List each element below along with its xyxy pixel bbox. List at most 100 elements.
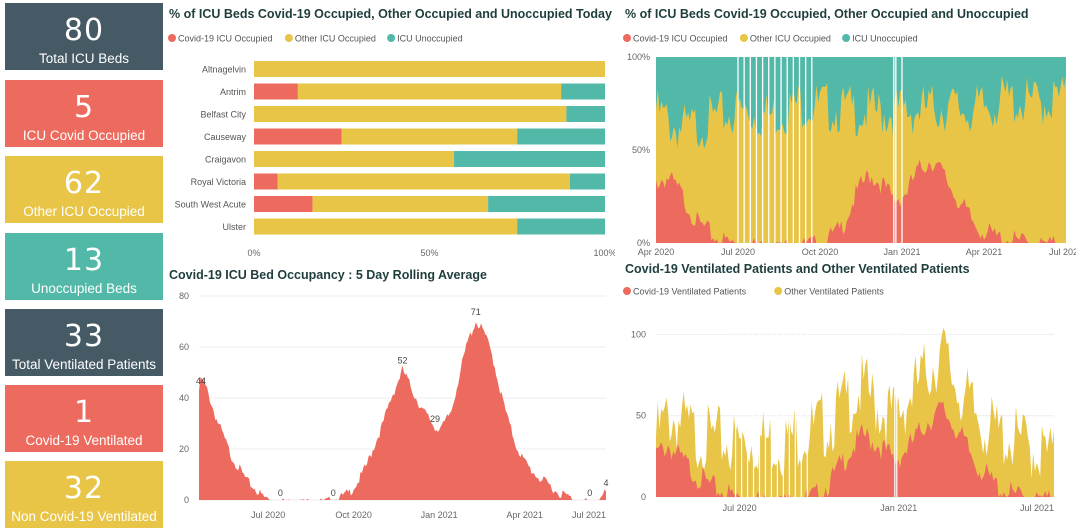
kpi-label: ICU Covid Occupied bbox=[22, 128, 146, 143]
legend-label-0: Covid-19 ICU Occupied bbox=[633, 34, 728, 44]
data-label: 44 bbox=[196, 376, 206, 386]
chart-title-history: % of ICU Beds Covid-19 Occupied, Other O… bbox=[625, 7, 1029, 21]
data-label: 0 bbox=[587, 488, 592, 498]
kpi-card: 32 Non Covid-19 Ventilated bbox=[5, 461, 163, 528]
bar-segment bbox=[488, 196, 605, 212]
occupancy-percent-area-chart: Covid-19 ICU Occupied Other ICU Occupied I… bbox=[623, 34, 1076, 257]
x-tick-label: Oct 2020 bbox=[802, 247, 839, 257]
x-tick-label: Jul 2020 bbox=[723, 503, 757, 513]
legend-label-0: Covid-19 Ventilated Patients bbox=[633, 287, 747, 297]
x-tick-label: Jan 2021 bbox=[880, 503, 917, 513]
category-label: Causeway bbox=[204, 132, 247, 142]
x-tick-label: Jul 2021 bbox=[1020, 503, 1054, 513]
data-label: 0 bbox=[331, 488, 336, 498]
y-tick-label: 0% bbox=[637, 238, 650, 248]
kpi-value: 13 bbox=[63, 243, 105, 278]
data-label: 0 bbox=[278, 488, 283, 498]
data-label: 71 bbox=[471, 307, 481, 317]
kpi-label: Total ICU Beds bbox=[38, 51, 130, 66]
category-label: Ulster bbox=[222, 222, 246, 232]
x-tick-label: Apr 2021 bbox=[966, 247, 1003, 257]
kpi-label: Non Covid-19 Ventilated bbox=[11, 509, 157, 524]
chart-title-rolling: Covid-19 ICU Bed Occupancy : 5 Day Rolli… bbox=[169, 268, 487, 282]
chart-title-today: % of ICU Beds Covid-19 Occupied, Other O… bbox=[169, 7, 612, 21]
category-label: South West Acute bbox=[175, 200, 246, 210]
kpi-card: 80 Total ICU Beds bbox=[5, 3, 163, 70]
x-tick-label: Jul 2020 bbox=[251, 510, 285, 520]
kpi-value: 80 bbox=[63, 13, 105, 48]
category-label: Craigavon bbox=[205, 155, 246, 165]
legend-label-1: Other Ventilated Patients bbox=[784, 287, 884, 297]
kpi-label: Other ICU Occupied bbox=[23, 204, 145, 219]
bar-segment bbox=[517, 128, 605, 145]
y-tick-label: 0 bbox=[641, 492, 646, 502]
bar-segment bbox=[566, 106, 605, 122]
x-tick-label: Oct 2020 bbox=[335, 510, 372, 520]
kpi-card: 33 Total Ventilated Patients bbox=[5, 309, 163, 376]
hospital-stacked-bar-chart: Covid-19 ICU Occupied Other ICU Occupied I… bbox=[168, 34, 615, 258]
y-tick-label: 100% bbox=[627, 52, 650, 62]
x-tick-label: Jan 2021 bbox=[883, 247, 920, 257]
kpi-card: 5 ICU Covid Occupied bbox=[5, 80, 163, 147]
data-label: 29 bbox=[430, 414, 440, 424]
kpi-label: Covid-19 Ventilated bbox=[25, 433, 143, 448]
bar-segment bbox=[254, 151, 455, 167]
x-tick-label: Jul 2020 bbox=[721, 247, 755, 257]
y-tick-label: 60 bbox=[179, 342, 189, 352]
bar-segment bbox=[254, 106, 567, 122]
bar-segment bbox=[254, 196, 313, 212]
x-tick-label: Apr 2021 bbox=[506, 510, 543, 520]
bar-segment bbox=[254, 218, 518, 235]
category-label: Royal Victoria bbox=[191, 177, 246, 187]
covid-occupied-area bbox=[656, 159, 1066, 243]
bar-segment bbox=[254, 128, 342, 145]
category-label: Belfast City bbox=[200, 110, 246, 120]
legend-label-1: Other ICU Occupied bbox=[295, 34, 376, 44]
y-tick-label: 50% bbox=[632, 145, 650, 155]
bar-segment bbox=[454, 151, 605, 167]
x-tick-label: Jan 2021 bbox=[421, 510, 458, 520]
x-tick-label: 100% bbox=[593, 248, 615, 258]
legend-marker-1 bbox=[774, 287, 783, 295]
bar-segment bbox=[277, 173, 570, 190]
y-tick-label: 80 bbox=[179, 291, 189, 301]
y-tick-label: 40 bbox=[179, 393, 189, 403]
legend-marker-0 bbox=[623, 34, 631, 42]
data-label: 52 bbox=[397, 355, 407, 365]
bar-segment bbox=[341, 128, 518, 145]
kpi-label: Total Ventilated Patients bbox=[11, 357, 157, 372]
x-tick-label: 0% bbox=[247, 248, 260, 258]
bar-segment bbox=[561, 83, 605, 100]
covid-rolling-area bbox=[199, 322, 606, 500]
kpi-value: 62 bbox=[63, 166, 105, 201]
bar-segment bbox=[254, 173, 278, 190]
covid-ventilated-area bbox=[656, 401, 1054, 497]
legend-marker-1 bbox=[739, 34, 748, 42]
y-tick-label: 0 bbox=[184, 495, 189, 505]
kpi-value: 33 bbox=[63, 319, 105, 354]
category-label: Altnagelvin bbox=[202, 65, 246, 75]
bar-segment bbox=[254, 83, 298, 100]
legend-marker-0 bbox=[168, 34, 176, 42]
legend-label-0: Covid-19 ICU Occupied bbox=[178, 34, 273, 44]
x-tick-label: Apr 2020 bbox=[638, 247, 675, 257]
kpi-value: 5 bbox=[73, 90, 95, 125]
legend-label-2: ICU Unoccupied bbox=[397, 34, 463, 44]
kpi-value: 32 bbox=[63, 471, 105, 506]
data-label: 4 bbox=[603, 478, 608, 488]
bar-segment bbox=[517, 218, 605, 235]
kpi-value: 1 bbox=[73, 395, 95, 430]
x-tick-label: Jul 2021 bbox=[1049, 247, 1076, 257]
bar-segment bbox=[297, 83, 562, 100]
y-tick-label: 50 bbox=[636, 411, 646, 421]
bar-segment bbox=[569, 173, 605, 190]
x-tick-label: Jul 2021 bbox=[572, 510, 606, 520]
legend-marker-1 bbox=[284, 34, 293, 42]
bar-segment bbox=[312, 196, 489, 212]
legend-marker-2 bbox=[842, 34, 851, 42]
legend-marker-2 bbox=[387, 34, 396, 42]
x-tick-label: 50% bbox=[420, 248, 438, 258]
ventilated-area-chart: Covid-19 Ventilated Patients Other Ventil… bbox=[623, 287, 1054, 513]
y-tick-label: 100 bbox=[631, 329, 646, 339]
kpi-card: 62 Other ICU Occupied bbox=[5, 156, 163, 223]
